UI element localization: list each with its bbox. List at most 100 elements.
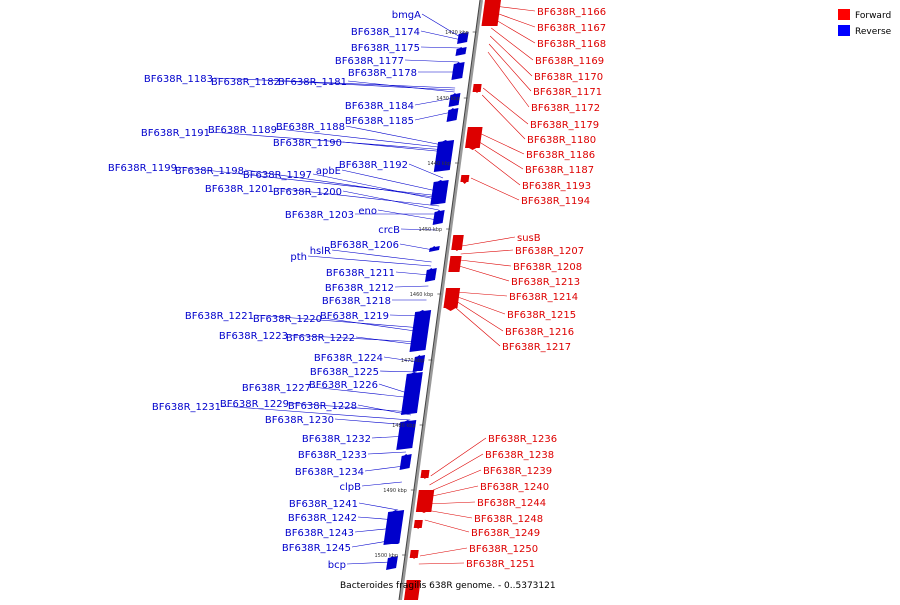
forward-gene-label: BF638R_1236 [488, 434, 557, 445]
reverse-gene-arrow [404, 384, 421, 388]
reverse-gene-arrow [458, 32, 469, 36]
axis-tick-label: 1480 kbp [392, 423, 416, 429]
reverse-gene-arrow [401, 454, 412, 458]
gene-labels: bmgABF638R_1174BF638R_1175BF638R_1177BF6… [108, 7, 606, 571]
forward-gene-label: susB [517, 233, 541, 244]
reverse-leader-line [254, 314, 423, 329]
reverse-gene-label: BF638R_1191 [141, 128, 210, 139]
forward-gene-arrow [472, 89, 481, 93]
reverse-gene-arrow [452, 68, 464, 72]
reverse-gene-arrow [397, 438, 414, 442]
forward-gene-label: BF638R_1238 [485, 450, 554, 461]
forward-gene-label: BF638R_1167 [537, 23, 606, 34]
reverse-gene-label: eno [358, 206, 377, 217]
forward-gene-arrow [452, 240, 464, 244]
reverse-gene-arrow [402, 402, 419, 406]
reverse-gene-arrow [457, 38, 468, 42]
forward-gene-arrow [414, 525, 423, 529]
reverse-gene-label: BF638R_1177 [335, 56, 404, 67]
reverse-gene-label: BF638R_1243 [285, 528, 354, 539]
reverse-leader-line [367, 451, 406, 455]
forward-gene-label: BF638R_1207 [515, 246, 584, 257]
forward-gene-label: BF638R_1193 [522, 181, 591, 192]
forward-leader-line [454, 299, 504, 332]
forward-leader-line [424, 519, 470, 533]
reverse-gene-label: apbE [316, 166, 341, 177]
reverse-gene-arrow [403, 390, 420, 394]
reverse-leader-line [414, 97, 454, 106]
forward-gene-arrow [416, 509, 432, 513]
reverse-leader-line [322, 317, 423, 333]
reverse-gene-arrow [447, 114, 458, 118]
axis-line-inner [398, 0, 481, 601]
forward-leader-line [419, 547, 468, 557]
axis-line [399, 0, 483, 601]
forward-gene-label: BF638R_1187 [525, 165, 594, 176]
forward-gene-arrow [405, 592, 420, 596]
reverse-gene-arrow [387, 510, 404, 514]
forward-gene-label: BF638R_1214 [509, 292, 578, 303]
reverse-gene-arrow [385, 522, 402, 526]
reverse-gene-arrow [406, 372, 423, 376]
forward-leader-line [454, 295, 506, 315]
forward-gene-arrow [483, 12, 500, 16]
forward-gene-label: BF638R_1250 [469, 544, 538, 555]
reverse-gene-arrow [433, 216, 444, 220]
reverse-gene-arrow [451, 74, 463, 78]
forward-leader-line [482, 87, 529, 125]
reverse-gene-label: pth [290, 252, 307, 263]
reverse-leader-line [274, 187, 440, 207]
reverse-gene-label: BF638R_1203 [285, 210, 354, 221]
forward-leader-line [491, 27, 534, 61]
reverse-gene [383, 510, 405, 545]
reverse-gene-arrow [398, 426, 415, 430]
forward-leader-line [487, 51, 530, 108]
reverse-gene-arrow [453, 62, 465, 66]
reverse-gene-label: BF638R_1221 [185, 311, 254, 322]
reverse-leader-line [288, 334, 421, 343]
forward-leader-line [481, 94, 526, 140]
reverse-gene-label: clpB [340, 482, 362, 493]
reverse-gene-arrow [449, 93, 460, 97]
reverse-gene-arrow [401, 408, 418, 412]
reverse-leader-line [404, 59, 459, 63]
forward-leader-line [428, 469, 482, 493]
reverse-leader-line [347, 80, 455, 93]
reverse-gene-label: BF638R_1183 [144, 74, 213, 85]
reverse-gene-label: BF638R_1233 [298, 450, 367, 461]
reverse-leader-line [395, 271, 430, 276]
reverse-gene-label: BF638R_1218 [322, 296, 391, 307]
reverse-gene-label: BF638R_1211 [326, 268, 395, 279]
reverse-leader-line [400, 228, 436, 231]
reverse-leader-line [355, 336, 421, 346]
reverse-gene-arrow [383, 540, 400, 544]
reverse-gene-label: BF638R_1184 [345, 101, 414, 112]
reverse-gene-label: BF638R_1197 [243, 170, 312, 181]
reverse-gene-arrow [412, 328, 429, 332]
axis-tick-label: 1420 kbp [445, 30, 469, 36]
reverse-gene-label: BF638R_1230 [265, 415, 334, 426]
forward-gene-label: BF638R_1251 [466, 559, 535, 570]
forward-gene-label: BF638R_1215 [507, 310, 576, 321]
reverse-gene-label: BF638R_1227 [242, 383, 311, 394]
reverse-leader-line [346, 561, 392, 565]
reverse-gene-arrow [447, 108, 458, 112]
forward-gene-arrow [449, 261, 461, 265]
forward-leader-line [426, 509, 473, 519]
reverse-leader-line [383, 356, 419, 363]
forward-gene-arrow [484, 5, 501, 9]
reverse-gene-label: BF638R_1192 [339, 160, 408, 171]
reverse-gene-arrow [426, 268, 437, 272]
reverse-leader-line [334, 418, 410, 426]
reverse-gene-label: BF638R_1231 [152, 402, 221, 413]
reverse-gene-arrow [413, 316, 430, 320]
forward-gene-arrow [467, 132, 482, 136]
forward-leader-line [426, 501, 476, 505]
reverse-leader-line [342, 141, 447, 153]
reverse-gene-label: BF638R_1178 [348, 68, 417, 79]
forward-gene-arrow [448, 268, 461, 272]
axis-tick-label: 1490 kbp [383, 488, 407, 494]
reverse-gene-label: BF638R_1226 [309, 380, 378, 391]
